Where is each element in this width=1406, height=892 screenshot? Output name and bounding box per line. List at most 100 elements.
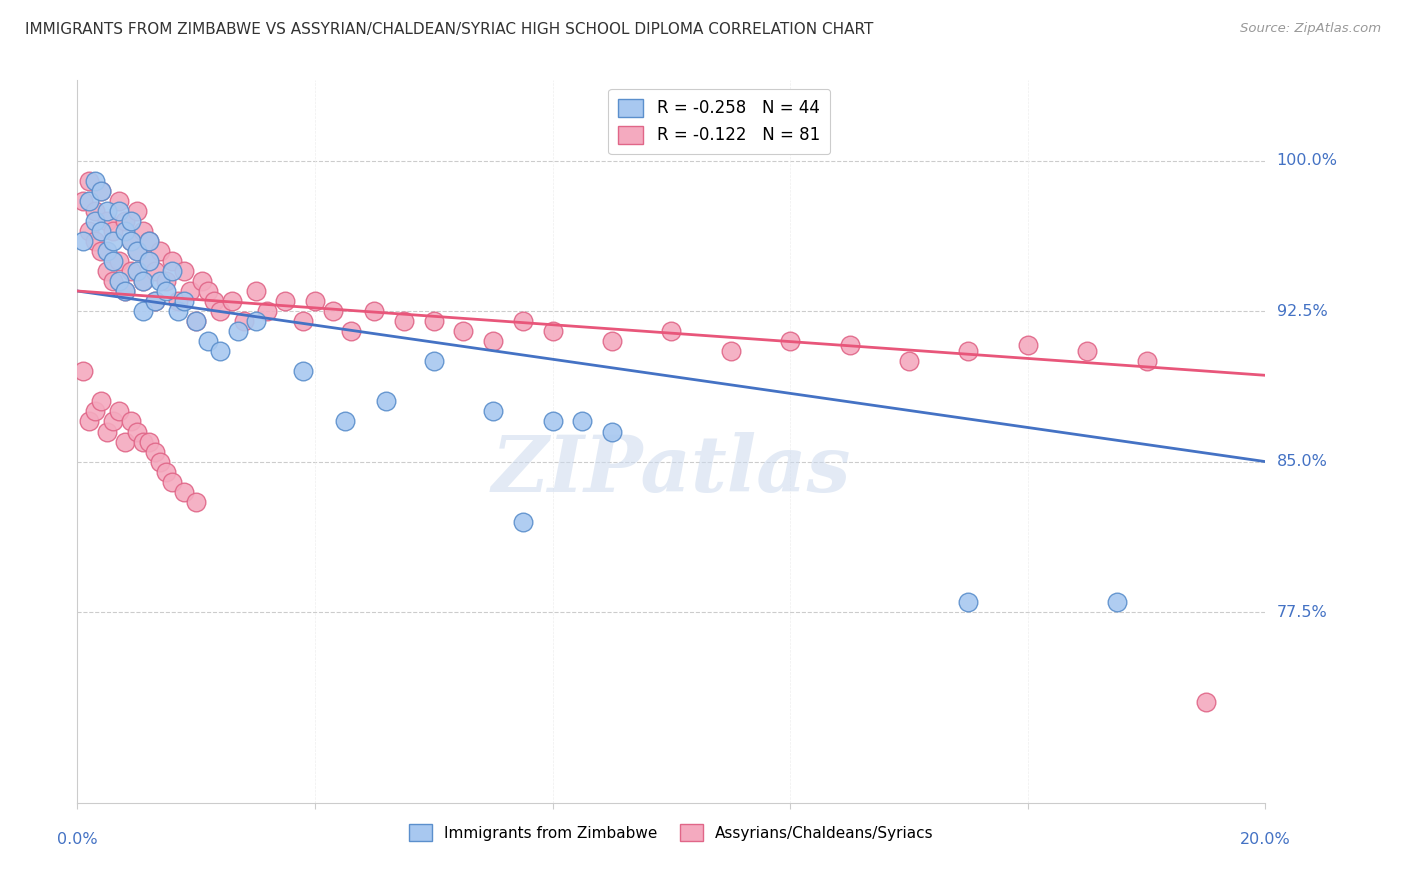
Point — [197, 284, 219, 298]
Point — [173, 484, 195, 499]
Point — [143, 293, 166, 308]
Point — [125, 264, 148, 278]
Point — [422, 314, 444, 328]
Point — [1076, 344, 1098, 359]
Point — [179, 284, 201, 298]
Point — [292, 314, 315, 328]
Point — [108, 404, 131, 418]
Point — [125, 244, 148, 258]
Point — [77, 173, 100, 187]
Point — [138, 234, 160, 248]
Point — [84, 203, 107, 218]
Point — [72, 234, 94, 248]
Point — [90, 394, 112, 409]
Point — [120, 234, 142, 248]
Point — [186, 314, 208, 328]
Point — [600, 334, 623, 348]
Point — [108, 254, 131, 268]
Point — [131, 304, 153, 318]
Point — [274, 293, 297, 308]
Point — [96, 203, 118, 218]
Point — [482, 404, 505, 418]
Point — [114, 224, 136, 238]
Point — [131, 274, 153, 288]
Point — [138, 234, 160, 248]
Point — [143, 444, 166, 458]
Point — [84, 213, 107, 227]
Point — [120, 213, 142, 227]
Point — [1017, 338, 1039, 352]
Point — [90, 244, 112, 258]
Point — [120, 264, 142, 278]
Point — [512, 515, 534, 529]
Point — [84, 404, 107, 418]
Legend: Immigrants from Zimbabwe, Assyrians/Chaldeans/Syriacs: Immigrants from Zimbabwe, Assyrians/Chal… — [402, 818, 941, 847]
Point — [77, 414, 100, 429]
Point — [957, 595, 980, 609]
Point — [245, 284, 267, 298]
Point — [256, 304, 278, 318]
Point — [101, 414, 124, 429]
Point — [131, 434, 153, 449]
Point — [162, 475, 184, 489]
Point — [84, 173, 107, 187]
Point — [779, 334, 801, 348]
Point — [125, 425, 148, 439]
Point — [661, 324, 683, 338]
Point — [125, 203, 148, 218]
Point — [84, 234, 107, 248]
Point — [131, 274, 153, 288]
Point — [339, 324, 361, 338]
Point — [101, 234, 124, 248]
Point — [108, 203, 131, 218]
Point — [957, 344, 980, 359]
Point — [96, 213, 118, 227]
Point — [162, 264, 184, 278]
Point — [155, 284, 177, 298]
Point — [96, 425, 118, 439]
Point — [96, 264, 118, 278]
Point — [108, 274, 131, 288]
Point — [101, 254, 124, 268]
Point — [149, 244, 172, 258]
Point — [292, 364, 315, 378]
Point — [77, 194, 100, 208]
Point — [149, 274, 172, 288]
Point — [375, 394, 398, 409]
Text: Source: ZipAtlas.com: Source: ZipAtlas.com — [1240, 22, 1381, 36]
Point — [333, 414, 356, 429]
Point — [72, 364, 94, 378]
Point — [571, 414, 593, 429]
Point — [138, 434, 160, 449]
Point — [90, 224, 112, 238]
Text: ZIPatlas: ZIPatlas — [492, 433, 851, 508]
Point — [541, 414, 564, 429]
Point — [197, 334, 219, 348]
Point — [143, 293, 166, 308]
Point — [422, 354, 444, 368]
Point — [77, 224, 100, 238]
Point — [541, 324, 564, 338]
Point — [143, 264, 166, 278]
Point — [167, 293, 190, 308]
Point — [898, 354, 921, 368]
Text: 92.5%: 92.5% — [1277, 303, 1327, 318]
Point — [1195, 696, 1218, 710]
Point — [72, 194, 94, 208]
Point — [453, 324, 475, 338]
Point — [101, 224, 124, 238]
Point — [114, 284, 136, 298]
Point — [600, 425, 623, 439]
Point — [363, 304, 385, 318]
Point — [245, 314, 267, 328]
Point — [167, 304, 190, 318]
Point — [120, 414, 142, 429]
Point — [1105, 595, 1128, 609]
Text: 77.5%: 77.5% — [1277, 605, 1327, 620]
Text: 20.0%: 20.0% — [1240, 831, 1291, 847]
Point — [322, 304, 344, 318]
Point — [720, 344, 742, 359]
Point — [90, 184, 112, 198]
Point — [131, 224, 153, 238]
Point — [221, 293, 243, 308]
